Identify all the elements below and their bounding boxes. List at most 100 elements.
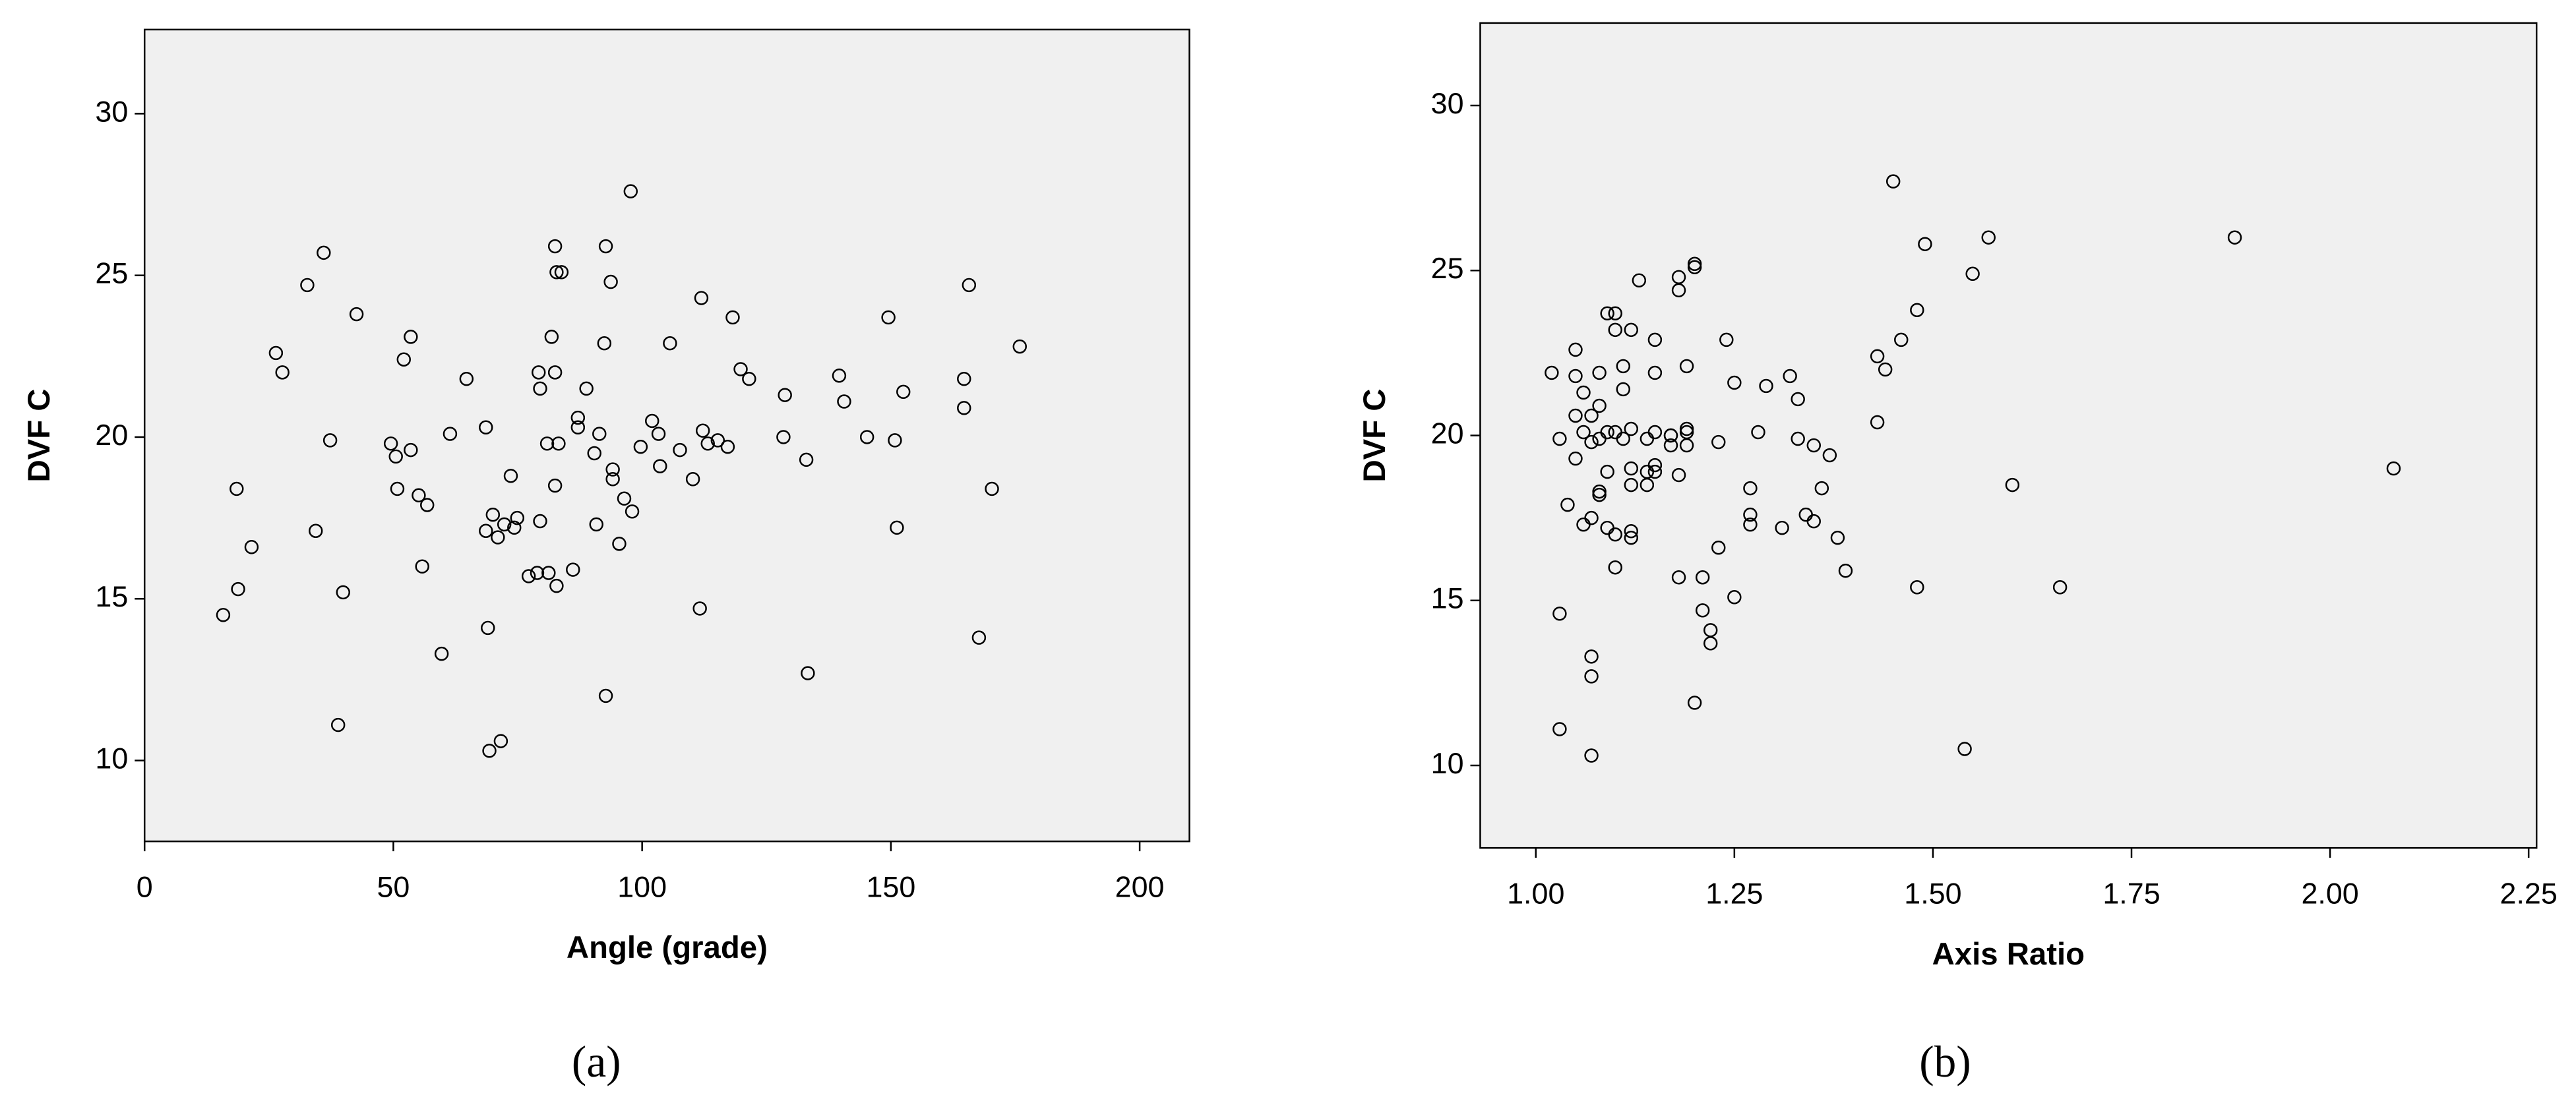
point: [510, 510, 525, 525]
point: [695, 423, 710, 438]
point: [1886, 174, 1901, 189]
point: [597, 336, 612, 351]
y-tick-label: 25: [1431, 251, 1464, 285]
y-axis-label: DVF C: [22, 389, 57, 483]
point: [1695, 570, 1710, 585]
point: [1687, 256, 1702, 271]
point: [481, 620, 495, 636]
point: [663, 336, 677, 351]
point: [1703, 636, 1718, 651]
point: [603, 274, 618, 289]
point: [1679, 425, 1694, 440]
point: [1830, 530, 1845, 545]
point: [434, 646, 449, 661]
point: [971, 630, 987, 645]
point: [859, 430, 874, 444]
point: [1552, 607, 1567, 621]
point: [1838, 564, 1853, 578]
point: [1870, 349, 1885, 364]
point: [1870, 415, 1885, 430]
point: [479, 523, 493, 538]
point: [685, 472, 700, 487]
point: [216, 608, 231, 622]
point: [1552, 722, 1567, 736]
caption: (b): [1919, 1037, 1971, 1086]
point: [1568, 342, 1583, 357]
y-tick-label: 10: [1431, 746, 1464, 780]
point: [317, 245, 331, 260]
y-tick-label: 30: [95, 94, 128, 128]
point: [589, 517, 603, 532]
point: [275, 365, 290, 380]
point: [1616, 431, 1630, 446]
point: [1632, 273, 1647, 288]
x-tick-label: 1.75: [2102, 876, 2160, 910]
point: [1624, 322, 1638, 338]
point: [896, 384, 911, 400]
point: [1751, 425, 1765, 440]
point: [1719, 332, 1734, 347]
point: [710, 433, 725, 448]
point: [881, 310, 896, 325]
point: [962, 278, 977, 293]
point: [623, 184, 638, 198]
point: [547, 239, 563, 254]
x-tick-label: 1.00: [1507, 876, 1564, 910]
point: [1743, 517, 1758, 532]
point: [1910, 303, 1924, 318]
point: [692, 601, 707, 616]
point: [1814, 481, 1829, 496]
point: [1608, 306, 1622, 321]
point: [1608, 322, 1622, 338]
point: [1918, 237, 1932, 251]
point: [1663, 438, 1678, 453]
point: [1981, 230, 1996, 245]
point: [1743, 507, 1758, 522]
point: [485, 507, 501, 522]
point: [1640, 477, 1655, 492]
point: [605, 462, 620, 477]
point: [720, 439, 735, 454]
point: [1608, 560, 1622, 575]
point: [1624, 477, 1638, 492]
x-tick-label: 1.25: [1705, 876, 1763, 910]
point: [700, 436, 715, 451]
point: [1600, 306, 1614, 321]
point: [579, 381, 594, 396]
point: [1894, 332, 1909, 347]
point: [1910, 580, 1924, 595]
point: [1584, 748, 1599, 763]
point: [1783, 369, 1797, 384]
point: [309, 523, 323, 538]
plot-area: [143, 28, 1190, 843]
x-tick-label: 50: [377, 870, 410, 903]
point: [673, 442, 687, 458]
point: [547, 365, 563, 380]
point: [1727, 375, 1742, 390]
point: [1759, 378, 1773, 394]
point: [837, 394, 851, 409]
x-tick-label: 0: [137, 870, 153, 903]
point: [1608, 527, 1622, 542]
point: [1671, 570, 1686, 585]
point: [1584, 408, 1599, 423]
point: [1624, 523, 1638, 539]
point: [1965, 266, 1980, 281]
point: [1012, 339, 1027, 354]
point: [598, 239, 613, 254]
point: [521, 569, 536, 583]
x-tick-label: 150: [866, 870, 915, 903]
point: [625, 504, 640, 519]
point: [570, 410, 586, 425]
point: [1791, 392, 1805, 407]
point: [532, 365, 546, 380]
point: [1600, 464, 1614, 479]
point: [2005, 477, 2020, 492]
point: [1584, 434, 1599, 450]
point: [230, 481, 244, 496]
point: [645, 413, 659, 429]
point: [651, 427, 666, 441]
point: [1568, 408, 1583, 423]
point: [1791, 431, 1805, 446]
point: [742, 371, 756, 386]
